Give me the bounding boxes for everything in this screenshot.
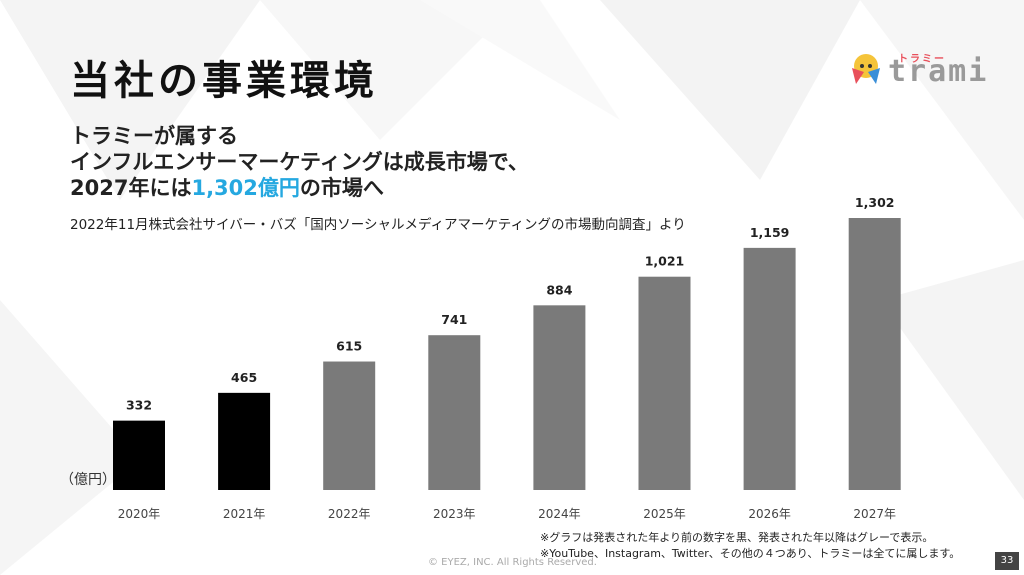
value-label: 884 <box>546 282 572 297</box>
footnote-1: ※グラフは発表された年より前の数字を黒、発表された年以降はグレーで表示。 <box>540 531 934 544</box>
headline-line-3-pre: 2027年には <box>70 176 192 200</box>
y-axis-unit-label: （億円） <box>60 472 116 488</box>
value-label: 1,159 <box>750 225 790 240</box>
logo-mascot-icon <box>852 54 880 84</box>
x-tick-label: 2024年 <box>538 507 581 521</box>
logo-wordmark: trami <box>888 54 989 89</box>
x-tick-label: 2020年 <box>118 507 161 521</box>
bar-2027年 <box>848 218 901 490</box>
bar-2025年 <box>638 276 691 490</box>
value-label: 741 <box>441 312 467 327</box>
x-tick-label: 2025年 <box>643 507 686 521</box>
logo-kana: トラミー <box>898 54 946 65</box>
x-tick-label: 2022年 <box>328 507 371 521</box>
bar-2026年 <box>743 247 796 490</box>
value-label: 1,021 <box>645 254 685 269</box>
footnote-2: ※YouTube、Instagram、Twitter、その他の４つあり、トラミー… <box>540 547 961 560</box>
headline-line-2: インフルエンサーマーケティングは成長市場で、 <box>70 150 529 174</box>
bar-2022年 <box>323 361 376 490</box>
page-number: 33 <box>995 552 1019 570</box>
bar-2024年 <box>533 305 586 490</box>
headline-highlight-value: 1,302億円 <box>191 176 300 200</box>
headline-line-1: トラミーが属する <box>70 124 238 148</box>
x-tick-label: 2026年 <box>748 507 791 521</box>
bar-2020年 <box>113 420 165 490</box>
source-citation: 2022年11月株式会社サイバー・バズ「国内ソーシャルメディアマーケティングの市… <box>70 217 686 233</box>
headline: トラミーが属する インフルエンサーマーケティングは成長市場で、 2027年には1… <box>70 123 529 201</box>
bar-2023年 <box>428 335 481 490</box>
x-tick-label: 2023年 <box>433 507 476 521</box>
value-label: 332 <box>126 398 152 413</box>
page-title: 当社の事業環境 <box>70 58 378 104</box>
bar-2021年 <box>218 392 271 490</box>
value-label: 465 <box>231 370 257 385</box>
headline-line-3-post: の市場へ <box>299 176 384 200</box>
x-tick-label: 2021年 <box>223 507 266 521</box>
value-label: 615 <box>336 339 362 354</box>
value-label: 1,302 <box>855 195 895 210</box>
x-tick-label: 2027年 <box>853 507 896 521</box>
headline-line-3: 2027年には1,302億円の市場へ <box>70 175 529 201</box>
copyright: © EYEZ, INC. All Rights Reserved. <box>428 557 597 568</box>
